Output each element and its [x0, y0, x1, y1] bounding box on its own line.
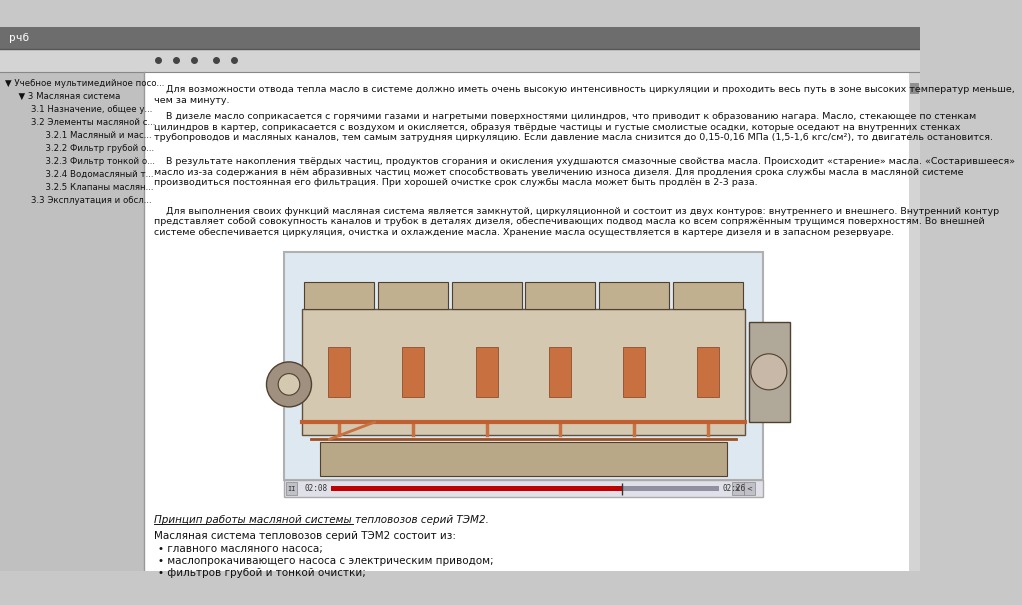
Text: Для выполнения своих функций масляная система является замкнутой, циркуляционной: Для выполнения своих функций масляная си…: [154, 207, 1000, 237]
Bar: [0, 27, 920, 49]
Bar: [599, 281, 669, 309]
Bar: [744, 482, 755, 495]
Bar: [0, 72, 144, 571]
Bar: [525, 281, 596, 309]
Text: X: X: [735, 486, 740, 491]
Text: ▼ 3 Масляная система: ▼ 3 Масляная система: [12, 92, 120, 101]
Bar: [911, 83, 919, 94]
Bar: [303, 309, 744, 435]
Text: Масляная система тепловозов серий ТЭМ2 состоит из:: Масляная система тепловозов серий ТЭМ2 с…: [154, 531, 456, 541]
Text: В дизеле масло соприкасается с горячими газами и нагретыми поверхностями цилиндр: В дизеле масло соприкасается с горячими …: [154, 113, 993, 142]
Bar: [672, 281, 743, 309]
Bar: [475, 347, 498, 397]
Text: 3.2.2 Фильтр грубой о...: 3.2.2 Фильтр грубой о...: [29, 144, 154, 153]
Text: В результате накопления твёрдых частиц, продуктов сгорания и окисления ухудшаютс: В результате накопления твёрдых частиц, …: [154, 157, 1015, 187]
Bar: [549, 347, 571, 397]
Bar: [331, 486, 719, 491]
Text: <: <: [746, 486, 752, 491]
Text: 02:26: 02:26: [722, 484, 745, 493]
Bar: [402, 347, 424, 397]
Text: Для возможности отвода тепла масло в системе должно иметь очень высокую интенсив: Для возможности отвода тепла масло в сис…: [154, 85, 1015, 105]
Bar: [0, 49, 920, 72]
Text: рчб: рчб: [9, 33, 30, 43]
Bar: [331, 486, 622, 491]
Bar: [145, 72, 911, 571]
Text: 3.2.5 Клапаны маслян...: 3.2.5 Клапаны маслян...: [29, 183, 153, 192]
Bar: [697, 347, 718, 397]
Circle shape: [751, 354, 787, 390]
Bar: [305, 281, 374, 309]
Text: • маслопрокачивающего насоса с электрическим приводом;: • маслопрокачивающего насоса с электриче…: [158, 556, 494, 566]
Text: 3.1 Назначение, общее у...: 3.1 Назначение, общее у...: [19, 105, 152, 114]
Text: • главного масляного насоса;: • главного масляного насоса;: [158, 544, 323, 554]
Bar: [749, 321, 790, 422]
Bar: [732, 482, 744, 495]
Text: Принцип работы масляной системы тепловозов серий ТЭМ2.: Принцип работы масляной системы тепловоз…: [154, 515, 489, 525]
Bar: [284, 480, 762, 497]
Text: • фильтров грубой и тонкой очистки;: • фильтров грубой и тонкой очистки;: [158, 567, 366, 578]
Text: ▼ Учебное мультимедийное посо...: ▼ Учебное мультимедийное посо...: [5, 79, 165, 88]
Bar: [328, 347, 351, 397]
Circle shape: [267, 362, 312, 407]
Text: 3.2.1 Масляный и мас...: 3.2.1 Масляный и мас...: [29, 131, 151, 140]
Bar: [623, 347, 645, 397]
Bar: [910, 72, 920, 571]
Bar: [284, 252, 762, 480]
Circle shape: [278, 374, 299, 395]
Text: 3.3 Эксплуатация и обсл...: 3.3 Эксплуатация и обсл...: [19, 197, 151, 206]
Bar: [378, 281, 448, 309]
Bar: [321, 442, 727, 476]
Bar: [286, 482, 297, 495]
Text: 3.2 Элементы масляной с...: 3.2 Элементы масляной с...: [19, 118, 155, 127]
Text: 02:08: 02:08: [305, 484, 327, 493]
Text: 3.2.3 Фильтр тонкой о...: 3.2.3 Фильтр тонкой о...: [29, 157, 154, 166]
Bar: [452, 281, 521, 309]
Text: 3.2.4 Водомасляный т...: 3.2.4 Водомасляный т...: [29, 170, 153, 179]
Text: II: II: [287, 486, 296, 491]
